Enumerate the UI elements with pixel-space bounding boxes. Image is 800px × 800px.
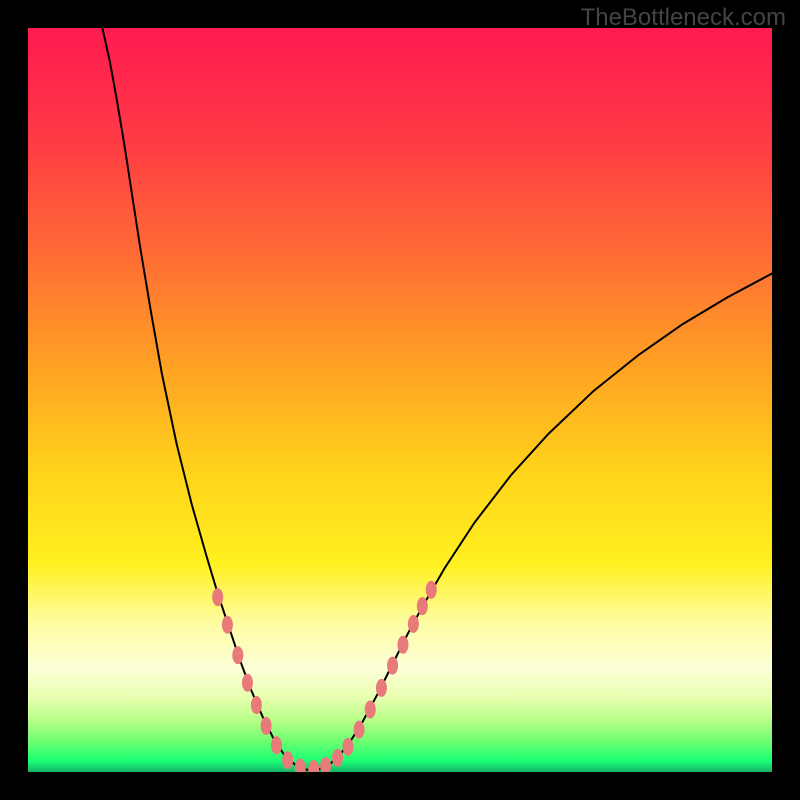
curve-marker	[408, 615, 419, 633]
curve-marker	[212, 588, 223, 606]
plot-background	[28, 28, 772, 772]
chart-stage: TheBottleneck.com	[0, 0, 800, 800]
curve-marker	[417, 597, 428, 615]
curve-marker	[354, 721, 365, 739]
curve-marker	[332, 749, 343, 767]
curve-marker	[426, 581, 437, 599]
curve-marker	[365, 701, 376, 719]
bottleneck-chart	[0, 0, 800, 800]
curve-marker	[271, 736, 282, 754]
curve-marker	[387, 657, 398, 675]
curve-marker	[222, 616, 233, 634]
curve-marker	[251, 696, 262, 714]
curve-marker	[397, 636, 408, 654]
curve-marker	[232, 646, 243, 664]
watermark-text: TheBottleneck.com	[581, 4, 786, 32]
curve-marker	[282, 751, 293, 769]
curve-marker	[261, 717, 272, 735]
curve-marker	[342, 738, 353, 756]
curve-marker	[242, 674, 253, 692]
curve-marker	[376, 679, 387, 697]
